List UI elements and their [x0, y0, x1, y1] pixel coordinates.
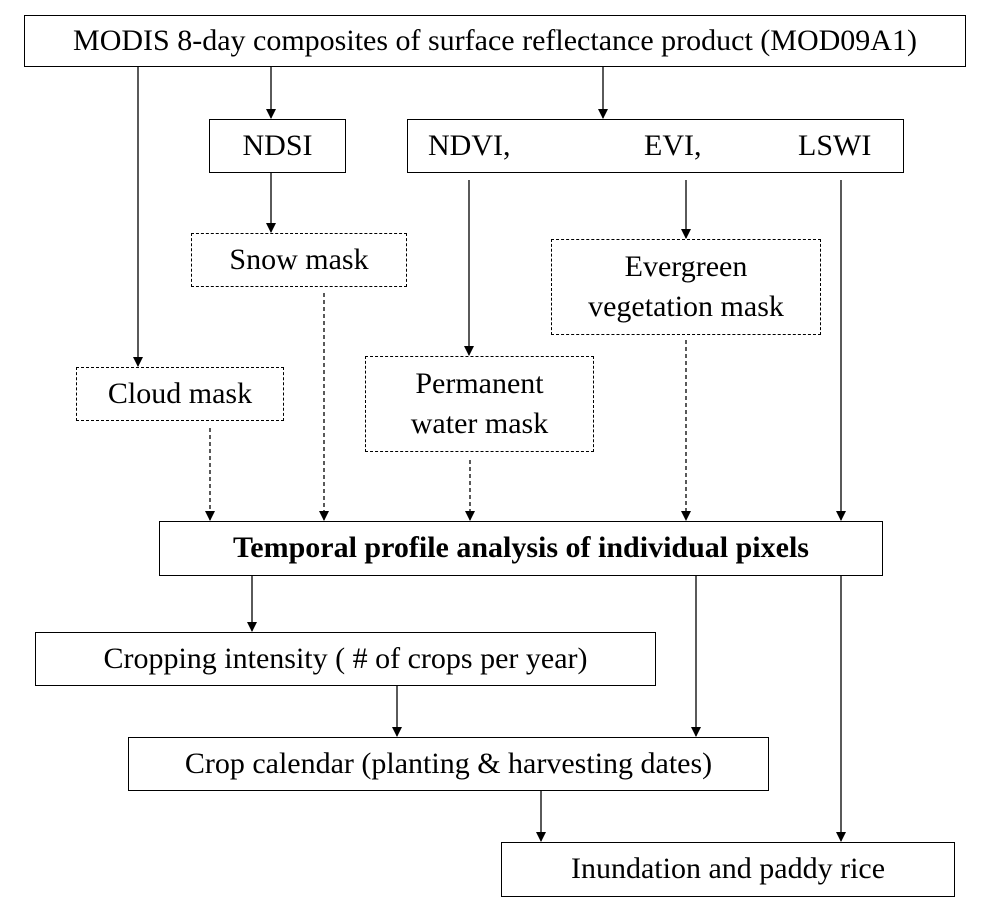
vegetation-indices-box: NDVI, EVI, LSWI: [407, 119, 904, 173]
modis-input-label: MODIS 8-day composites of surface reflec…: [73, 23, 917, 57]
inundation-box: Inundation and paddy rice: [501, 842, 955, 897]
permanent-water-mask-box: Permanent water mask: [365, 356, 594, 452]
crop-calendar-label: Crop calendar (planting & harvesting dat…: [184, 746, 713, 780]
snow-mask-label: Snow mask: [229, 242, 369, 276]
inundation-label: Inundation and paddy rice: [570, 852, 886, 886]
evergreen-mask-box: Evergreen vegetation mask: [551, 239, 821, 335]
ndsi-box: NDSI: [209, 119, 346, 173]
cloud-mask-label: Cloud mask: [107, 376, 253, 410]
permanent-water-mask-label: Permanent water mask: [410, 366, 549, 441]
crop-calendar-box: Crop calendar (planting & harvesting dat…: [128, 737, 769, 791]
cropping-intensity-box: Cropping intensity ( # of crops per year…: [35, 632, 656, 686]
ndvi-label: NDVI,: [428, 128, 511, 162]
temporal-analysis-box: Temporal profile analysis of individual …: [159, 521, 883, 576]
temporal-analysis-label: Temporal profile analysis of individual …: [233, 531, 809, 565]
cropping-intensity-label: Cropping intensity ( # of crops per year…: [103, 641, 588, 675]
modis-input-box: MODIS 8-day composites of surface reflec…: [24, 15, 966, 67]
evi-label: EVI,: [644, 128, 702, 162]
lswi-label: LSWI: [798, 128, 872, 162]
ndsi-label: NDSI: [242, 128, 313, 162]
evergreen-mask-label: Evergreen vegetation mask: [588, 249, 784, 324]
snow-mask-box: Snow mask: [191, 233, 407, 287]
cloud-mask-box: Cloud mask: [76, 367, 284, 421]
